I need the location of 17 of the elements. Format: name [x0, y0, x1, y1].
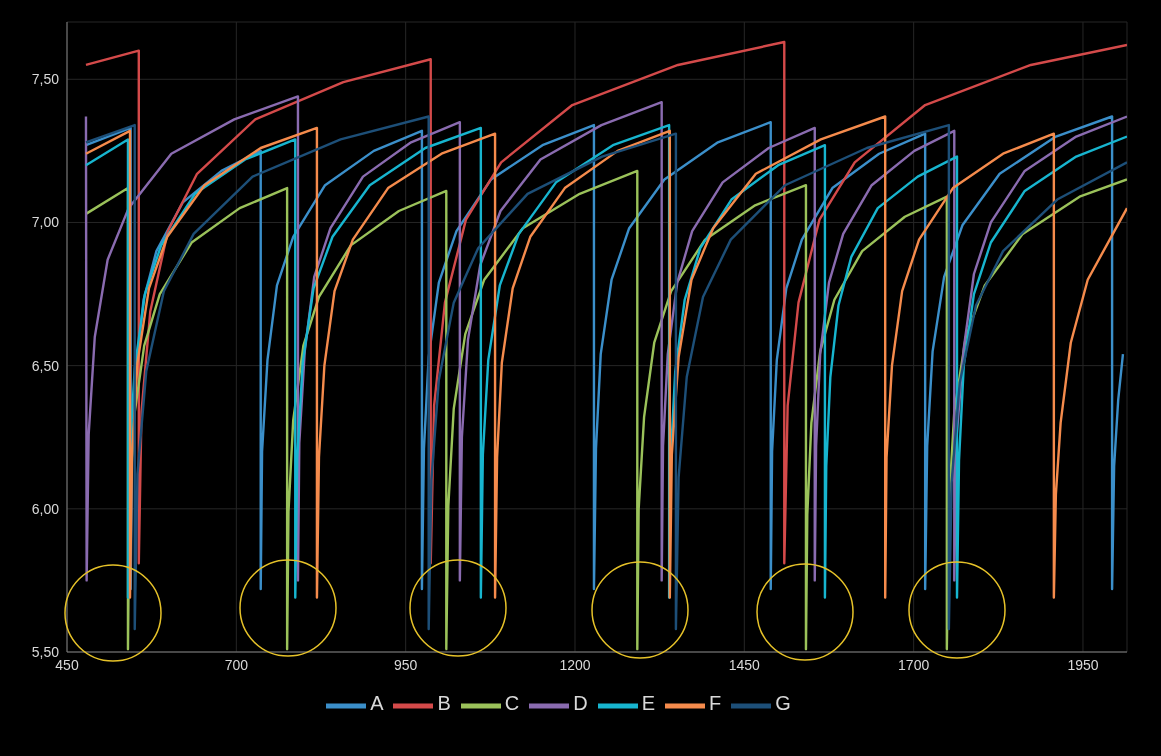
- x-tick-label: 1450: [728, 656, 761, 673]
- x-tick-label: 700: [224, 656, 249, 673]
- legend-label: B: [437, 692, 451, 715]
- x-tick-label: 1200: [559, 656, 591, 673]
- legend-label: E: [641, 692, 656, 715]
- y-tick-label: 7,50: [31, 71, 60, 88]
- x-tick-label: 1700: [898, 656, 930, 673]
- legend-label: D: [573, 692, 588, 715]
- legend-label: A: [370, 692, 384, 715]
- y-tick-label: 6,50: [31, 357, 60, 374]
- x-tick-label: 950: [393, 656, 418, 673]
- legend-label: G: [775, 692, 791, 715]
- legend-label: F: [709, 692, 722, 715]
- legend-label: C: [504, 692, 520, 715]
- y-tick-label: 7,00: [31, 214, 60, 231]
- y-tick-label: 6,00: [31, 500, 60, 517]
- x-tick-label: 1950: [1067, 656, 1099, 673]
